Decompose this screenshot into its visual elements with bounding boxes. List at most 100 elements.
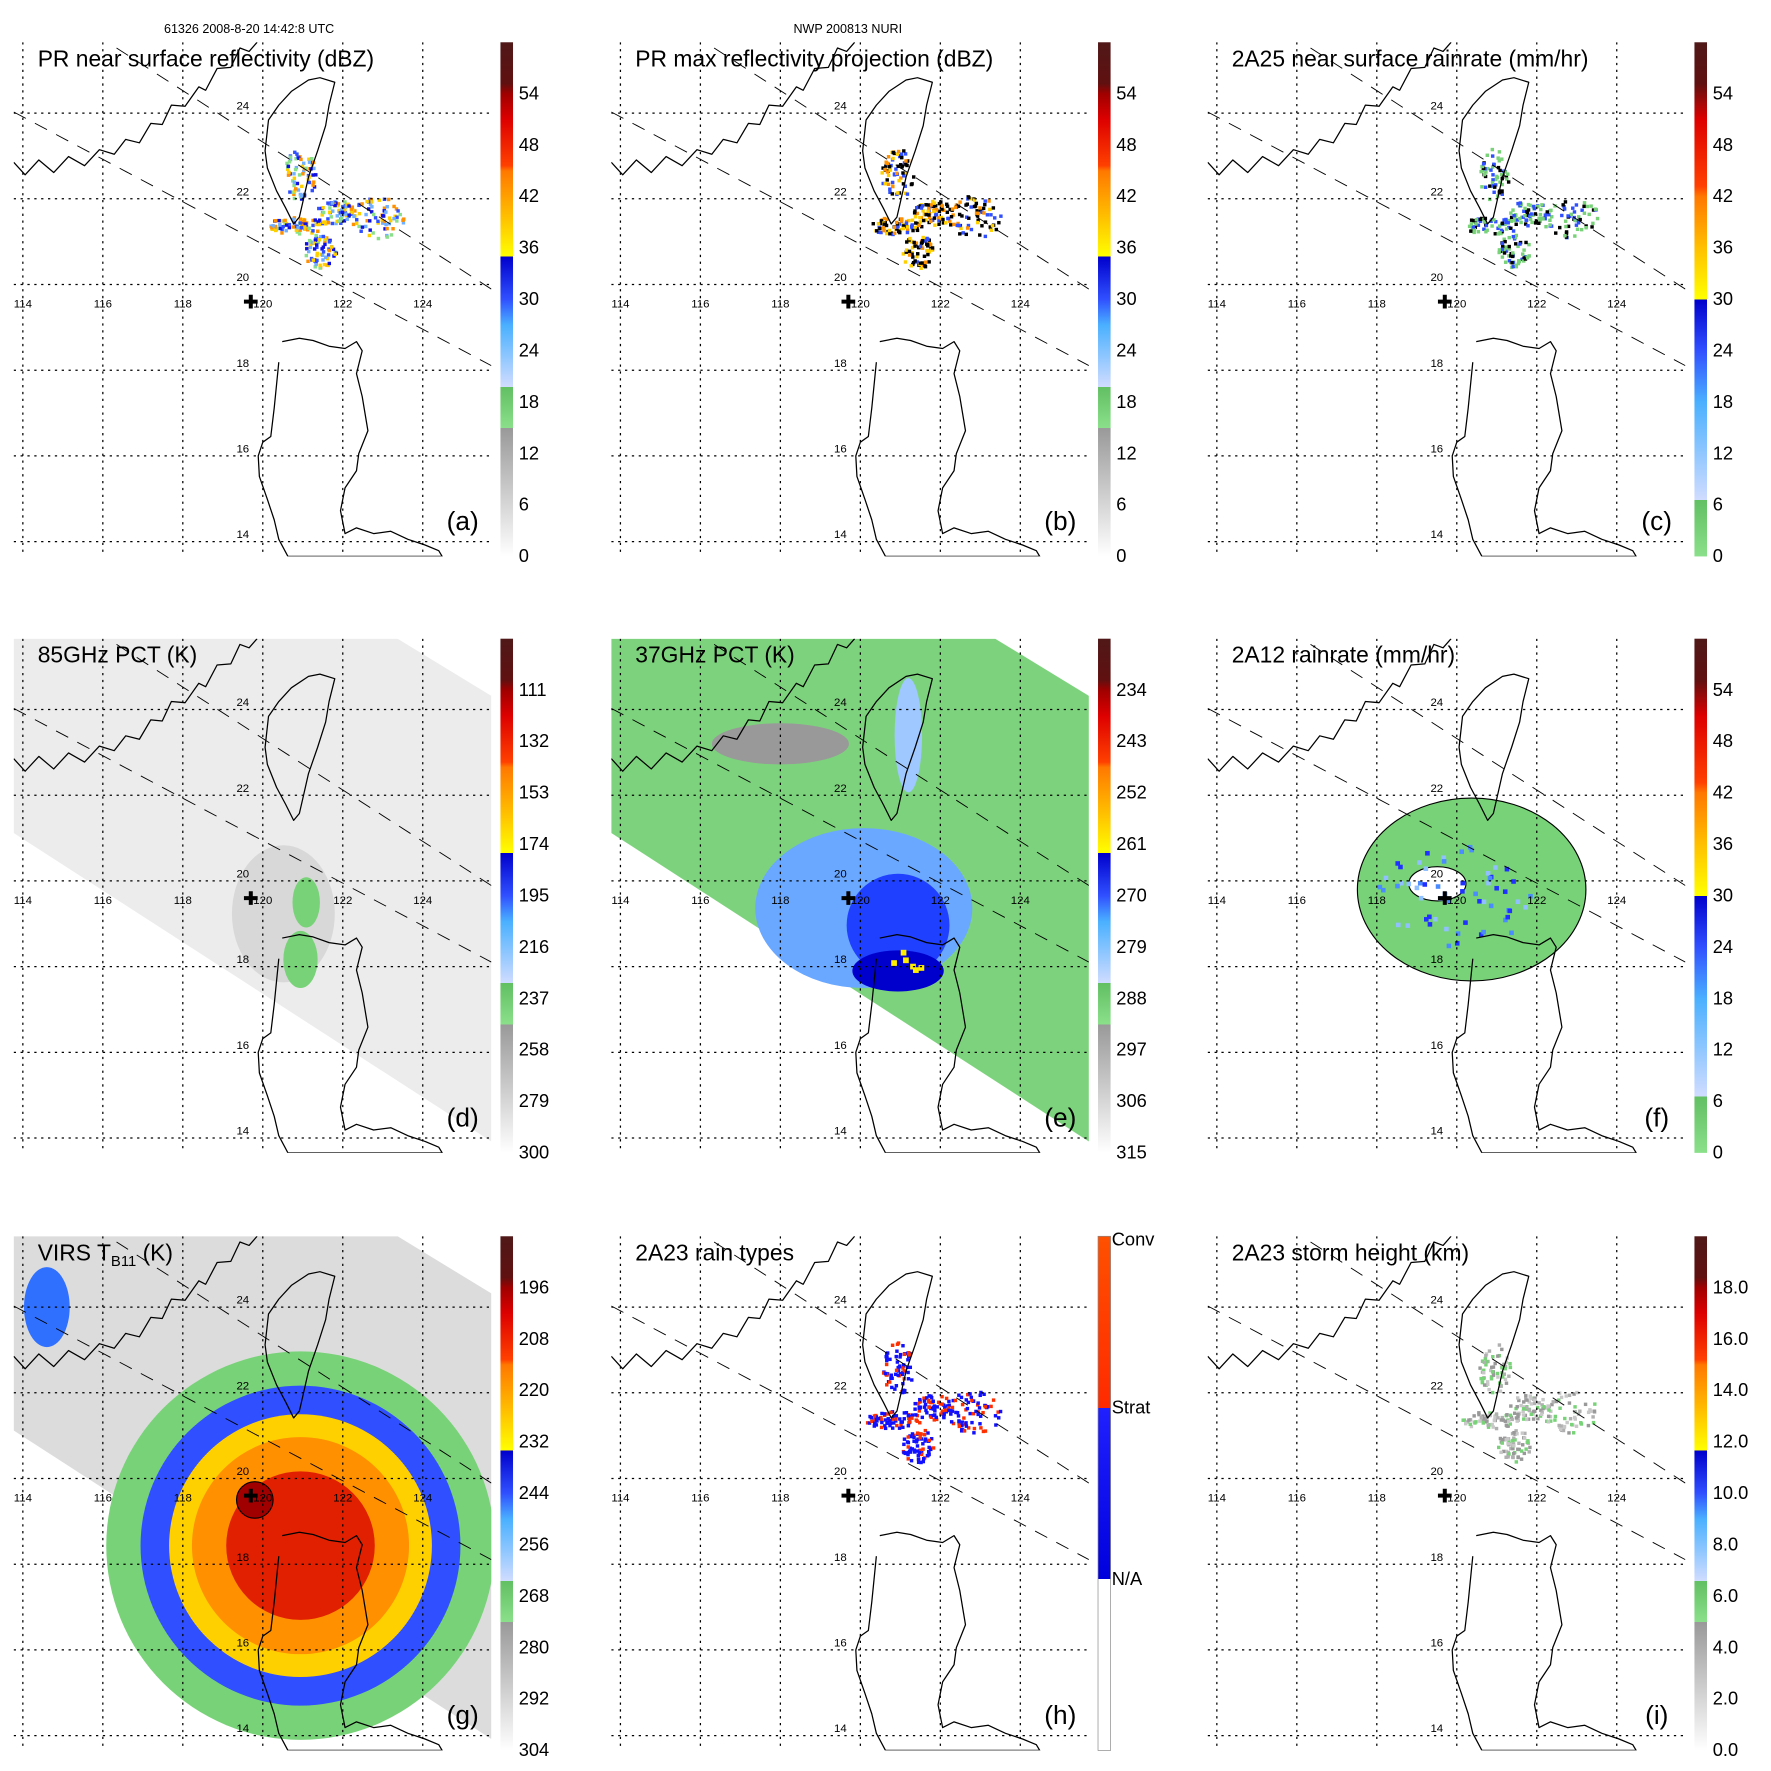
rain-type-pixel — [907, 1416, 911, 1421]
lon-tick-label: 118 — [1368, 1492, 1386, 1504]
colorbar-tick-label: 261 — [1116, 833, 1146, 854]
china-coastline — [611, 42, 856, 176]
data-field — [13, 1236, 492, 1740]
storm-height-pixel — [1558, 1425, 1562, 1429]
rainrate-pixel — [1506, 221, 1510, 225]
rain-type-pixel — [896, 1369, 901, 1373]
rainrate-pixel — [1503, 917, 1508, 923]
rain-type-pixel — [895, 1423, 899, 1428]
rain-type-pixel — [997, 1416, 1001, 1420]
rain-type-pixel — [965, 1406, 970, 1411]
rainrate-pixel — [1469, 222, 1474, 226]
max-reflectivity-pixel — [882, 216, 887, 221]
rain-type-pixel — [898, 1364, 902, 1368]
max-reflectivity-pixel — [916, 221, 921, 226]
colorbar-tick-label: 36 — [1713, 237, 1733, 258]
max-reflectivity-pixel — [978, 233, 982, 237]
reflectivity-pixel — [270, 226, 274, 230]
rain-type-pixel — [923, 1402, 928, 1407]
max-reflectivity-pixel — [888, 232, 892, 236]
storm-height-pixel — [1557, 1391, 1562, 1395]
max-reflectivity-pixel — [914, 221, 918, 225]
max-reflectivity-pixel — [982, 211, 986, 215]
reflectivity-pixel — [340, 210, 345, 215]
max-reflectivity-pixel — [913, 225, 918, 230]
rainrate-pixel — [1509, 211, 1513, 215]
storm-height-pixel — [1504, 1360, 1509, 1364]
lat-tick-label: 24 — [236, 697, 249, 709]
rainrate-pixel — [1432, 916, 1438, 922]
storm-height-pixel — [1467, 1418, 1471, 1422]
reflectivity-pixel — [273, 219, 278, 223]
rainrate-pixel — [1500, 157, 1504, 161]
storm-height-pixel — [1517, 1398, 1521, 1403]
max-reflectivity-pixel — [903, 171, 907, 176]
rain-type-pixel — [884, 1354, 888, 1359]
storm-height-pixel — [1512, 1436, 1516, 1440]
storm-height-pixel — [1525, 1417, 1529, 1422]
rain-type-pixel — [867, 1421, 872, 1425]
max-reflectivity-pixel — [965, 215, 969, 219]
reflectivity-pixel — [327, 261, 332, 266]
reflectivity-pixel — [357, 224, 361, 229]
reflectivity-pixel — [285, 167, 290, 171]
max-reflectivity-pixel — [899, 217, 903, 221]
storm-height-pixel — [1551, 1400, 1555, 1404]
rain-type-pixel — [889, 1373, 894, 1377]
rainrate-pixel — [1572, 210, 1577, 214]
reflectivity-pixel — [350, 210, 354, 215]
max-reflectivity-pixel — [913, 244, 917, 248]
rain-type-pixel — [879, 1416, 883, 1420]
max-reflectivity-pixel — [886, 182, 891, 187]
rain-type-pixel — [908, 1446, 912, 1450]
reflectivity-pixel — [291, 225, 295, 229]
rain-type-pixel — [970, 1398, 974, 1403]
reflectivity-pixel — [294, 228, 299, 232]
rainrate-pixel — [1499, 172, 1504, 177]
rain-type-pixel — [929, 1447, 933, 1452]
rain-type-pixel — [901, 1388, 906, 1393]
rainrate-pixel — [1398, 880, 1404, 886]
storm-height-pixel — [1526, 1439, 1530, 1443]
rain-type-pixel — [927, 1394, 931, 1398]
storm-height-pixel — [1575, 1390, 1579, 1395]
lon-tick-label: 118 — [771, 1492, 789, 1504]
rain-type-pixel — [899, 1423, 903, 1427]
reflectivity-pixel — [314, 222, 319, 227]
rain-type-pixel — [872, 1418, 876, 1422]
lat-tick-label: 18 — [236, 358, 249, 370]
colorbar-tick-label: 30 — [1713, 884, 1733, 905]
lat-tick-label: 18 — [1430, 1552, 1443, 1564]
luzon-coastline — [855, 1531, 1041, 1751]
rain-type-pixel — [922, 1399, 927, 1403]
rain-type-pixel — [900, 1390, 905, 1395]
rain-type-pixel — [978, 1422, 982, 1426]
max-reflectivity-pixel — [918, 204, 923, 208]
rain-type-pixel — [950, 1409, 955, 1413]
rain-type-pixel — [902, 1411, 907, 1415]
rain-type-pixel — [964, 1424, 969, 1428]
max-reflectivity-pixel — [954, 203, 959, 207]
intense-pixel — [900, 949, 907, 956]
rainrate-pixel — [1585, 204, 1590, 209]
reflectivity-pixel — [328, 206, 332, 210]
rainrate-pixel — [1523, 206, 1527, 211]
max-reflectivity-pixel — [918, 261, 923, 265]
luzon-coastline — [257, 934, 443, 1153]
colorbar-tick-label: 30 — [519, 288, 539, 309]
storm-height-pixel — [1578, 1409, 1582, 1413]
rainrate-pixel — [1476, 223, 1481, 227]
storm-height-pixel — [1508, 1365, 1513, 1370]
rain-type-pixel — [949, 1412, 953, 1416]
storm-height-pixel — [1504, 1437, 1508, 1442]
rain-type-pixel — [883, 1426, 888, 1431]
max-reflectivity-pixel — [891, 184, 895, 189]
lat-tick-label: 20 — [236, 272, 249, 284]
storm-height-pixel — [1480, 1418, 1484, 1422]
rain-type-pixel — [962, 1416, 966, 1420]
storm-height-pixel — [1499, 1450, 1503, 1455]
colorbar-tick-label: 24 — [1116, 339, 1136, 360]
panel-letter: (c) — [1641, 506, 1672, 536]
rain-type-pixel — [979, 1426, 983, 1430]
max-reflectivity-pixel — [937, 222, 941, 227]
